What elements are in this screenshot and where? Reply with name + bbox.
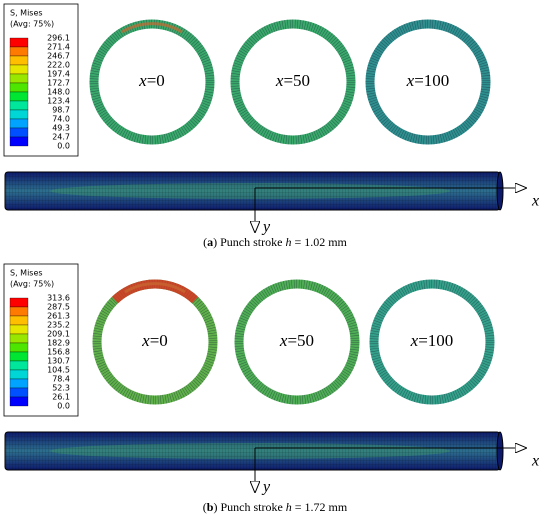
text-part: = 1.72 mm	[295, 500, 348, 514]
ring-top	[124, 282, 186, 294]
y-axis-label: y	[261, 219, 271, 236]
ring-label: x=100	[406, 71, 450, 90]
legend-swatch	[9, 333, 29, 344]
tube-mesh	[5, 172, 500, 210]
text-part: =50	[287, 331, 314, 350]
text-part: x	[138, 71, 147, 90]
legend-title: S, Mises	[10, 269, 43, 278]
legend-swatch	[9, 351, 29, 362]
x-axis-label: x	[531, 193, 539, 210]
legend-swatch	[9, 118, 29, 129]
legend-value: 148.0	[47, 88, 70, 97]
text-part: x	[141, 331, 150, 350]
legend-swatch	[9, 306, 29, 317]
caption: (a) Punch stroke h = 1.02 mm	[203, 235, 347, 249]
legend-swatch	[9, 46, 29, 57]
y-axis-label: y	[261, 479, 271, 496]
text-part: = 1.02 mm	[294, 235, 347, 249]
text-part: =0	[147, 71, 165, 90]
legend-value: 235.2	[47, 321, 70, 330]
legend-value: 156.8	[47, 348, 70, 357]
legend-swatch	[9, 55, 29, 66]
legend-swatch	[9, 324, 29, 335]
legend-swatch	[9, 396, 29, 407]
text-part: =0	[150, 331, 168, 350]
legend-value: 222.0	[47, 61, 70, 70]
legend-value: 172.7	[47, 79, 70, 88]
legend-subtitle: (Avg: 75%)	[10, 20, 54, 29]
legend-value: 197.4	[47, 70, 70, 79]
text-part: h	[285, 235, 291, 249]
legend-swatch	[9, 315, 29, 326]
legend-value: 271.4	[47, 43, 70, 52]
ring-label: x=50	[279, 331, 314, 350]
legend-value: 78.4	[52, 375, 70, 384]
legend-value: 52.3	[52, 384, 70, 393]
legend-swatch	[9, 82, 29, 93]
legend-swatch	[9, 342, 29, 353]
text-part: h	[286, 500, 292, 514]
legend-swatch	[9, 91, 29, 102]
legend-value: 246.7	[47, 52, 70, 61]
legend-value: 98.7	[52, 106, 70, 115]
legend-subtitle: (Avg: 75%)	[10, 280, 54, 289]
legend-value: 287.5	[47, 303, 70, 312]
legend-swatch	[9, 360, 29, 371]
ring-mesh	[230, 19, 356, 145]
ring-mesh	[365, 19, 491, 145]
legend-value: 130.7	[47, 357, 70, 366]
legend-swatch	[9, 73, 29, 84]
text-part: Punch stroke	[220, 235, 282, 249]
legend-value: 182.9	[47, 339, 70, 348]
tube-end	[496, 171, 504, 211]
legend-swatch	[9, 37, 29, 48]
legend-value: 24.7	[52, 133, 70, 142]
ring-label: x=0	[138, 71, 165, 90]
legend-swatch	[9, 297, 29, 308]
ring-label: x=0	[141, 331, 168, 350]
text-part: b	[207, 500, 214, 514]
legend-title: S, Mises	[10, 9, 43, 18]
text-part: =100	[418, 331, 453, 350]
legend-swatch	[9, 136, 29, 147]
legend-swatch	[9, 378, 29, 389]
text-part: =100	[414, 71, 449, 90]
text-part: x	[279, 331, 288, 350]
legend-swatch	[9, 387, 29, 398]
text-part: =50	[283, 71, 310, 90]
legend-value: 123.4	[47, 97, 70, 106]
legend-value: 296.1	[47, 34, 70, 43]
legend-value: 261.3	[47, 312, 70, 321]
x-axis-label: x	[531, 453, 539, 470]
legend-swatch	[9, 127, 29, 138]
legend-value: 74.0	[52, 115, 70, 124]
text-part: x	[406, 71, 415, 90]
legend-value: 209.1	[47, 330, 70, 339]
text-part: a	[207, 235, 213, 249]
tube-end	[496, 431, 504, 471]
legend-swatch	[9, 369, 29, 380]
text-part: x	[275, 71, 284, 90]
caption: (b) Punch stroke h = 1.72 mm	[203, 500, 348, 514]
ring-mesh	[369, 279, 495, 405]
ring-top	[121, 22, 183, 34]
ring-label: x=50	[275, 71, 310, 90]
legend-value: 0.0	[57, 142, 70, 151]
legend-value: 313.6	[47, 294, 70, 303]
legend-swatch	[9, 109, 29, 120]
legend-value: 49.3	[52, 124, 70, 133]
legend-swatch	[9, 64, 29, 75]
tube-mesh	[5, 432, 500, 470]
ring-mesh	[234, 279, 360, 405]
ring-label: x=100	[410, 331, 454, 350]
text-part: x	[410, 331, 419, 350]
legend-swatch	[9, 100, 29, 111]
legend-value: 26.1	[52, 393, 70, 402]
legend-value: 0.0	[57, 402, 70, 411]
legend-value: 104.5	[47, 366, 70, 375]
text-part: Punch stroke	[220, 500, 282, 514]
